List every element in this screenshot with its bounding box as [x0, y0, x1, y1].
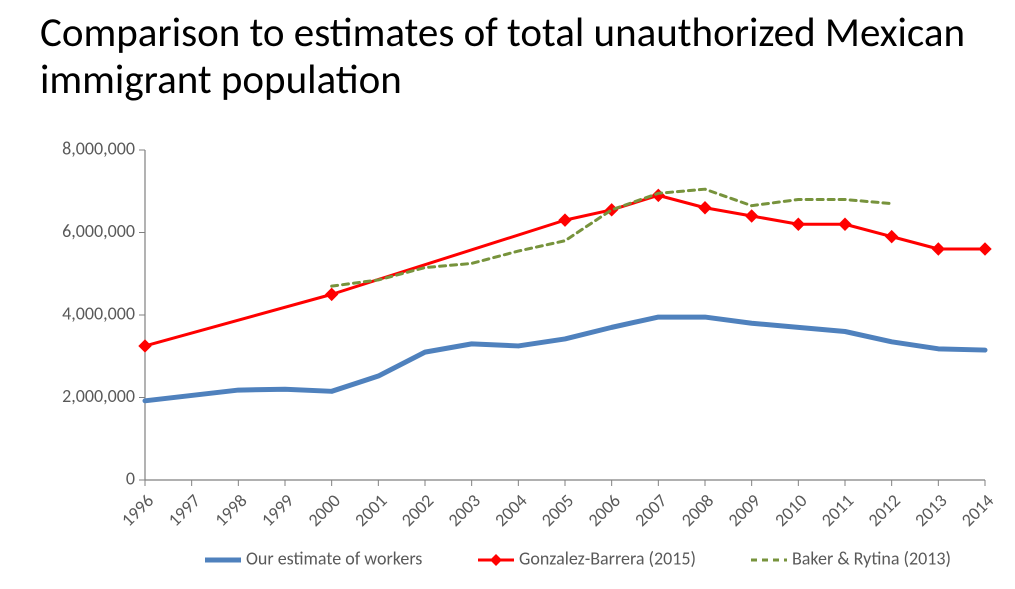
series-marker	[559, 214, 571, 226]
x-tick-label: 2002	[397, 490, 438, 531]
legend-label: Our estimate of workers	[246, 547, 422, 569]
series-marker	[699, 202, 711, 214]
x-tick-label: 2008	[677, 490, 718, 531]
series-marker	[839, 218, 851, 230]
x-tick-label: 2012	[863, 490, 904, 531]
y-tick-label: 8,000,000	[62, 140, 135, 159]
x-tick-label: 1997	[163, 490, 204, 531]
y-tick-label: 2,000,000	[62, 385, 135, 407]
series-marker	[932, 243, 944, 255]
series-marker	[652, 189, 664, 201]
x-tick-label: 1999	[257, 490, 298, 531]
line-chart: 0 2,000,000 4,000,000 6,000,000 8,000,000 199…	[40, 140, 1000, 580]
x-tick-label: 2009	[723, 490, 764, 531]
chart-container: 0 2,000,000 4,000,000 6,000,000 8,000,000 199…	[40, 140, 1000, 580]
x-tick-label: 2003	[443, 490, 484, 531]
y-tick-label: 0	[126, 467, 135, 489]
x-tick-label: 1996	[117, 490, 158, 531]
series-marker	[746, 210, 758, 222]
series-marker	[979, 243, 991, 255]
series-marker	[326, 288, 338, 300]
x-tick-label: 2006	[583, 490, 624, 531]
legend-marker	[490, 554, 502, 566]
series-marker	[139, 340, 151, 352]
y-tick-label: 4,000,000	[62, 302, 135, 324]
x-tick-label: 2001	[350, 490, 391, 531]
legend-label: Gonzalez-Barrera (2015)	[519, 547, 696, 569]
x-tick-label: 2005	[537, 490, 578, 531]
x-tick-label: 1998	[210, 490, 251, 531]
y-tick-label: 6,000,000	[62, 220, 135, 242]
x-tick-label: 2010	[770, 490, 811, 531]
x-tick-label: 2004	[490, 490, 531, 531]
x-tick-label: 2011	[817, 490, 858, 531]
slide: Comparison to estimates of total unautho…	[0, 0, 1015, 589]
x-tick-label: 2007	[630, 490, 671, 531]
x-tick-label: 2000	[303, 490, 344, 531]
series-marker	[792, 218, 804, 230]
chart-title: Comparison to estimates of total unautho…	[40, 10, 990, 104]
series-marker	[886, 231, 898, 243]
x-tick-label: 2014	[957, 490, 998, 531]
legend-label: Baker & Rytina (2013)	[792, 547, 951, 569]
series-line	[145, 317, 985, 401]
x-tick-label: 2013	[910, 490, 951, 531]
